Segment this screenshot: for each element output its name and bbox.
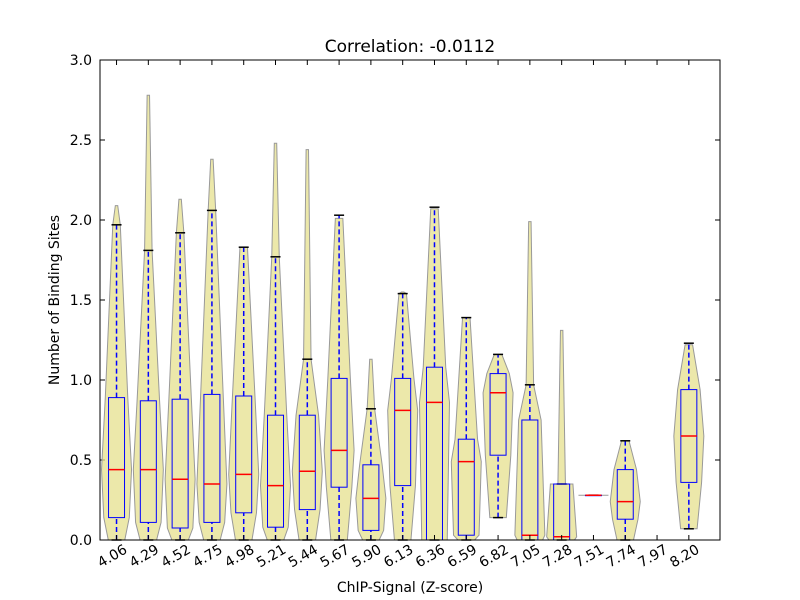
box	[139, 400, 157, 523]
box	[394, 377, 412, 487]
y-tick-label: 0.5	[70, 453, 92, 469]
box	[203, 393, 221, 523]
box	[108, 397, 126, 519]
y-axis-label: Number of Binding Sites	[47, 215, 63, 385]
y-tick-label: 2.5	[70, 133, 92, 149]
box	[616, 469, 634, 520]
box	[330, 377, 348, 488]
chart-title: Correlation: -0.0112	[325, 37, 496, 57]
y-tick-label: 1.0	[70, 373, 92, 389]
box	[362, 464, 380, 531]
plot-frame	[99, 59, 721, 541]
box	[298, 414, 316, 511]
y-tick-label: 2.0	[70, 213, 92, 229]
y-tick-label: 3.0	[70, 53, 92, 69]
x-axis-label: ChIP-Signal (Z-score)	[337, 580, 483, 596]
box	[235, 395, 253, 514]
box	[171, 398, 189, 529]
y-tick-label: 1.5	[70, 293, 92, 309]
y-tick-label: 0.0	[70, 533, 92, 549]
box	[267, 414, 285, 528]
box	[489, 373, 507, 456]
